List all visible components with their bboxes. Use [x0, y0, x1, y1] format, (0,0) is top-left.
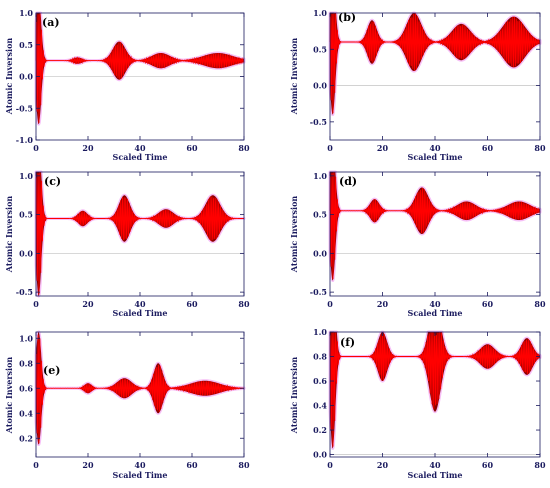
series-line — [35, 171, 244, 295]
panel-c: Atomic Inversion Scaled Time 0 20 40 60 80 -0… — [4, 170, 250, 318]
x-tick-label: 40 — [429, 299, 441, 309]
panel-label: (d) — [339, 175, 357, 188]
ylabel: Atomic Inversion — [289, 38, 299, 116]
y-tick-label: 0.8 — [19, 358, 33, 368]
y-tick-label: 1.0 — [313, 171, 327, 181]
xlabel: Scaled Time — [408, 308, 463, 318]
x-tick-label: 40 — [134, 460, 146, 470]
y-tick-label: 0.0 — [313, 81, 327, 91]
y-tick-label: 1.0 — [19, 8, 33, 18]
y-tick-label: 0.4 — [19, 408, 33, 418]
x-tick-label: 60 — [482, 460, 494, 470]
y-tick-label: 1.0 — [313, 327, 327, 337]
xlabel: Scaled Time — [113, 470, 168, 480]
ylabel: Atomic Inversion — [289, 357, 299, 435]
series-band — [330, 172, 540, 281]
y-tick-label: 0.8 — [313, 352, 327, 362]
panel-b: Atomic Inversion Scaled Time 0 20 40 60 80 -0… — [289, 8, 546, 162]
y-tick-label: 0.5 — [19, 210, 33, 220]
x-tick-label: 20 — [82, 143, 94, 153]
y-tick-label: 0.4 — [313, 401, 327, 411]
panel-f: Atomic Inversion Scaled Time 0 20 40 60 80 0.… — [289, 327, 546, 480]
xlabel: Scaled Time — [408, 470, 463, 480]
y-tick-label: 0.0 — [313, 450, 327, 460]
y-tick-label: -0.5 — [310, 117, 327, 127]
y-tick-label: -0.5 — [16, 103, 33, 113]
y-tick-label: 1.0 — [19, 333, 33, 343]
x-tick-label: 20 — [377, 299, 389, 309]
x-tick-label: 40 — [134, 143, 146, 153]
panel-a: Atomic Inversion Scaled Time 0 20 40 60 80 -1… — [4, 8, 250, 162]
ylabel: Atomic Inversion — [4, 357, 14, 435]
panel-label: (b) — [338, 11, 356, 24]
ylabel: Atomic Inversion — [289, 196, 299, 274]
x-tick-label: 80 — [534, 460, 546, 470]
y-tick-label: 0.0 — [19, 72, 33, 82]
x-tick-label: 0 — [327, 143, 333, 153]
series-line — [35, 12, 245, 123]
y-tick-label: 0.5 — [313, 210, 327, 220]
y-tick-label: -0.5 — [310, 287, 327, 297]
x-tick-label: 0 — [327, 299, 333, 309]
x-tick-label: 20 — [377, 460, 389, 470]
series-band — [330, 13, 540, 115]
x-tick-label: 40 — [429, 143, 441, 153]
x-tick-label: 80 — [238, 460, 250, 470]
x-tick-label: 80 — [238, 143, 250, 153]
x-tick-label: 0 — [33, 460, 39, 470]
y-tick-label: 0.2 — [19, 433, 33, 443]
y-tick-label: 0.6 — [313, 376, 327, 386]
y-tick-label: -0.5 — [16, 287, 33, 297]
y-tick-label: -1.0 — [16, 135, 34, 145]
x-tick-label: 60 — [186, 460, 198, 470]
x-tick-label: 0 — [327, 460, 333, 470]
x-tick-label: 40 — [429, 460, 441, 470]
series-halo — [328, 170, 542, 282]
x-tick-label: 40 — [134, 299, 146, 309]
x-tick-label: 80 — [534, 143, 546, 153]
y-tick-label: 0.0 — [313, 248, 327, 258]
panel-label: (f) — [340, 336, 355, 349]
x-tick-label: 60 — [482, 299, 494, 309]
y-tick-label: 1.0 — [313, 8, 327, 18]
x-tick-label: 60 — [186, 299, 198, 309]
panel-d: Atomic Inversion Scaled Time 0 20 40 60 80 -0… — [289, 170, 546, 318]
series-line — [329, 171, 541, 280]
x-tick-label: 20 — [82, 299, 94, 309]
y-tick-label: 1.0 — [19, 171, 33, 181]
series-line — [35, 334, 245, 444]
series-halo — [34, 11, 246, 126]
panel-e: Atomic Inversion Scaled Time 0 20 40 60 80 0.… — [4, 330, 250, 480]
x-tick-label: 20 — [377, 143, 389, 153]
panel-label: (c) — [44, 175, 61, 188]
x-tick-label: 60 — [186, 143, 198, 153]
xlabel: Scaled Time — [408, 152, 463, 162]
x-tick-label: 0 — [33, 299, 39, 309]
x-tick-label: 60 — [482, 143, 494, 153]
panel-label: (a) — [42, 16, 60, 29]
xlabel: Scaled Time — [113, 152, 168, 162]
y-tick-label: 0.5 — [313, 44, 327, 54]
plot-frame — [329, 171, 541, 297]
series-line — [329, 12, 541, 114]
xlabel: Scaled Time — [113, 308, 168, 318]
y-tick-label: 0.0 — [19, 248, 33, 258]
ylabel: Atomic Inversion — [4, 196, 14, 274]
series-line — [329, 331, 541, 447]
y-tick-label: 0.6 — [19, 383, 33, 393]
x-tick-label: 80 — [238, 299, 250, 309]
panel-label: (e) — [43, 364, 60, 377]
y-tick-label: 0.2 — [313, 425, 327, 435]
x-tick-label: 0 — [33, 143, 39, 153]
ylabel: Atomic Inversion — [4, 38, 14, 116]
x-tick-label: 20 — [82, 460, 94, 470]
x-tick-label: 80 — [534, 299, 546, 309]
y-tick-label: 0.5 — [19, 40, 33, 50]
